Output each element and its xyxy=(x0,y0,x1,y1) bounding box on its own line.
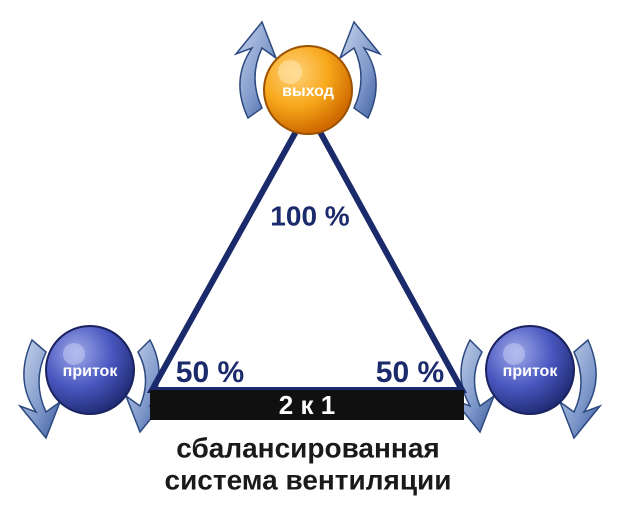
diagram-canvas: 100 % 50 % 50 % 2 к 1 сбалансированная с… xyxy=(0,0,620,506)
caption-line1: сбалансированная xyxy=(176,432,439,463)
node-inflow-left-label: приток xyxy=(63,363,119,380)
node-inflow-left: приток xyxy=(46,326,134,414)
node-exit-label: выход xyxy=(282,83,334,100)
node-inflow-right: приток xyxy=(486,326,574,414)
caption-line2: система вентиляции xyxy=(165,464,452,495)
pct-left: 50 % xyxy=(176,356,244,389)
pct-right: 50 % xyxy=(376,356,444,389)
triangle xyxy=(152,110,462,390)
node-exit: выход xyxy=(264,46,352,134)
node-inflow-right-label: приток xyxy=(503,363,559,380)
base-bar-label: 2 к 1 xyxy=(279,390,335,420)
pct-top: 100 % xyxy=(270,200,349,231)
